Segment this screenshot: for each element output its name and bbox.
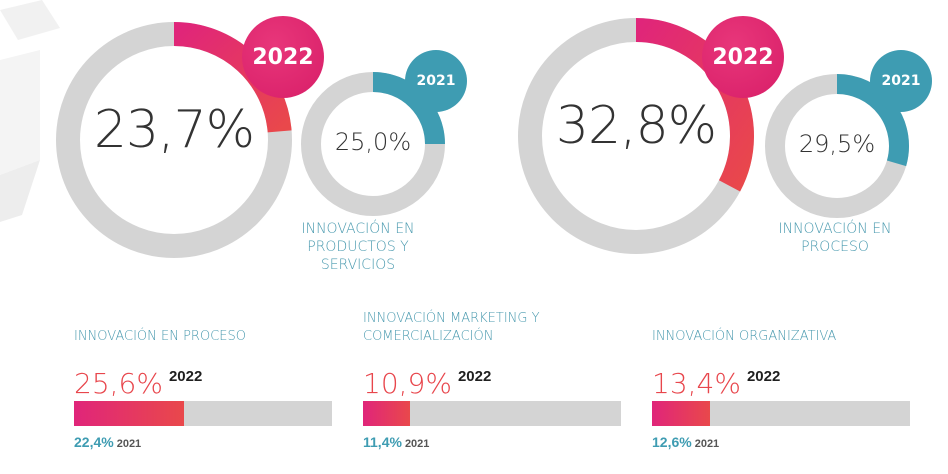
bar-year-2021: 2021 [404,438,430,450]
year-badge-2022: 2022 [702,16,784,98]
bar-block-marketing: INNOVACIÓN MARKETING Y COMERCIALIZACIÓN … [363,310,621,450]
bar-value-2021: 22,4% [74,434,114,450]
year-badge-2022: 2022 [242,16,324,98]
bar-year-2021: 2021 [116,438,142,450]
bar-year-2022: 2022 [457,368,492,385]
bar-track [363,401,621,426]
bar-value-2022: 10,9% [363,367,452,400]
donut-2022-value: 23,7% [93,100,255,160]
bar-value-2021: 11,4% [363,434,402,450]
background-cubes-decoration [0,0,60,222]
bar-value-2022: 25,6% [74,367,163,400]
bar-fill-2022 [363,401,410,426]
year-badge-2021: 2021 [870,50,932,112]
donut-2021-value: 29,5% [798,130,876,158]
bar-title: INNOVACIÓN EN PROCESO [74,329,246,344]
bar-year-2022: 2022 [168,368,203,385]
bar-block-organizativa: INNOVACIÓN ORGANIZATIVA 13,4% 2022 12,6%… [652,310,910,450]
bar-title: INNOVACIÓN MARKETING Y COMERCIALIZACIÓN [363,311,540,344]
donut-2021-value: 25,0% [334,128,412,156]
bar-fill-2022 [652,401,710,426]
bar-block-proceso: INNOVACIÓN EN PROCESO 25,6% 2022 22,4% 2… [74,310,332,450]
bar-fill-2022 [74,401,185,426]
donut-2022-value: 32,8% [555,96,717,156]
bar-year-2021: 2021 [694,438,720,450]
donut-caption-productos-servicios: INNOVACIÓN EN PRODUCTOS Y SERVICIOS [301,221,415,273]
bar-value-2021: 12,6% [652,434,692,450]
bar-title: INNOVACIÓN ORGANIZATIVA [652,329,837,344]
year-badge-2021: 2021 [405,50,467,112]
bar-value-2022: 13,4% [652,367,741,400]
donut-caption-proceso: INNOVACIÓN EN PROCESO [778,221,892,255]
bar-year-2022: 2022 [746,368,781,385]
bar-track [74,401,332,426]
bar-track [652,401,910,426]
